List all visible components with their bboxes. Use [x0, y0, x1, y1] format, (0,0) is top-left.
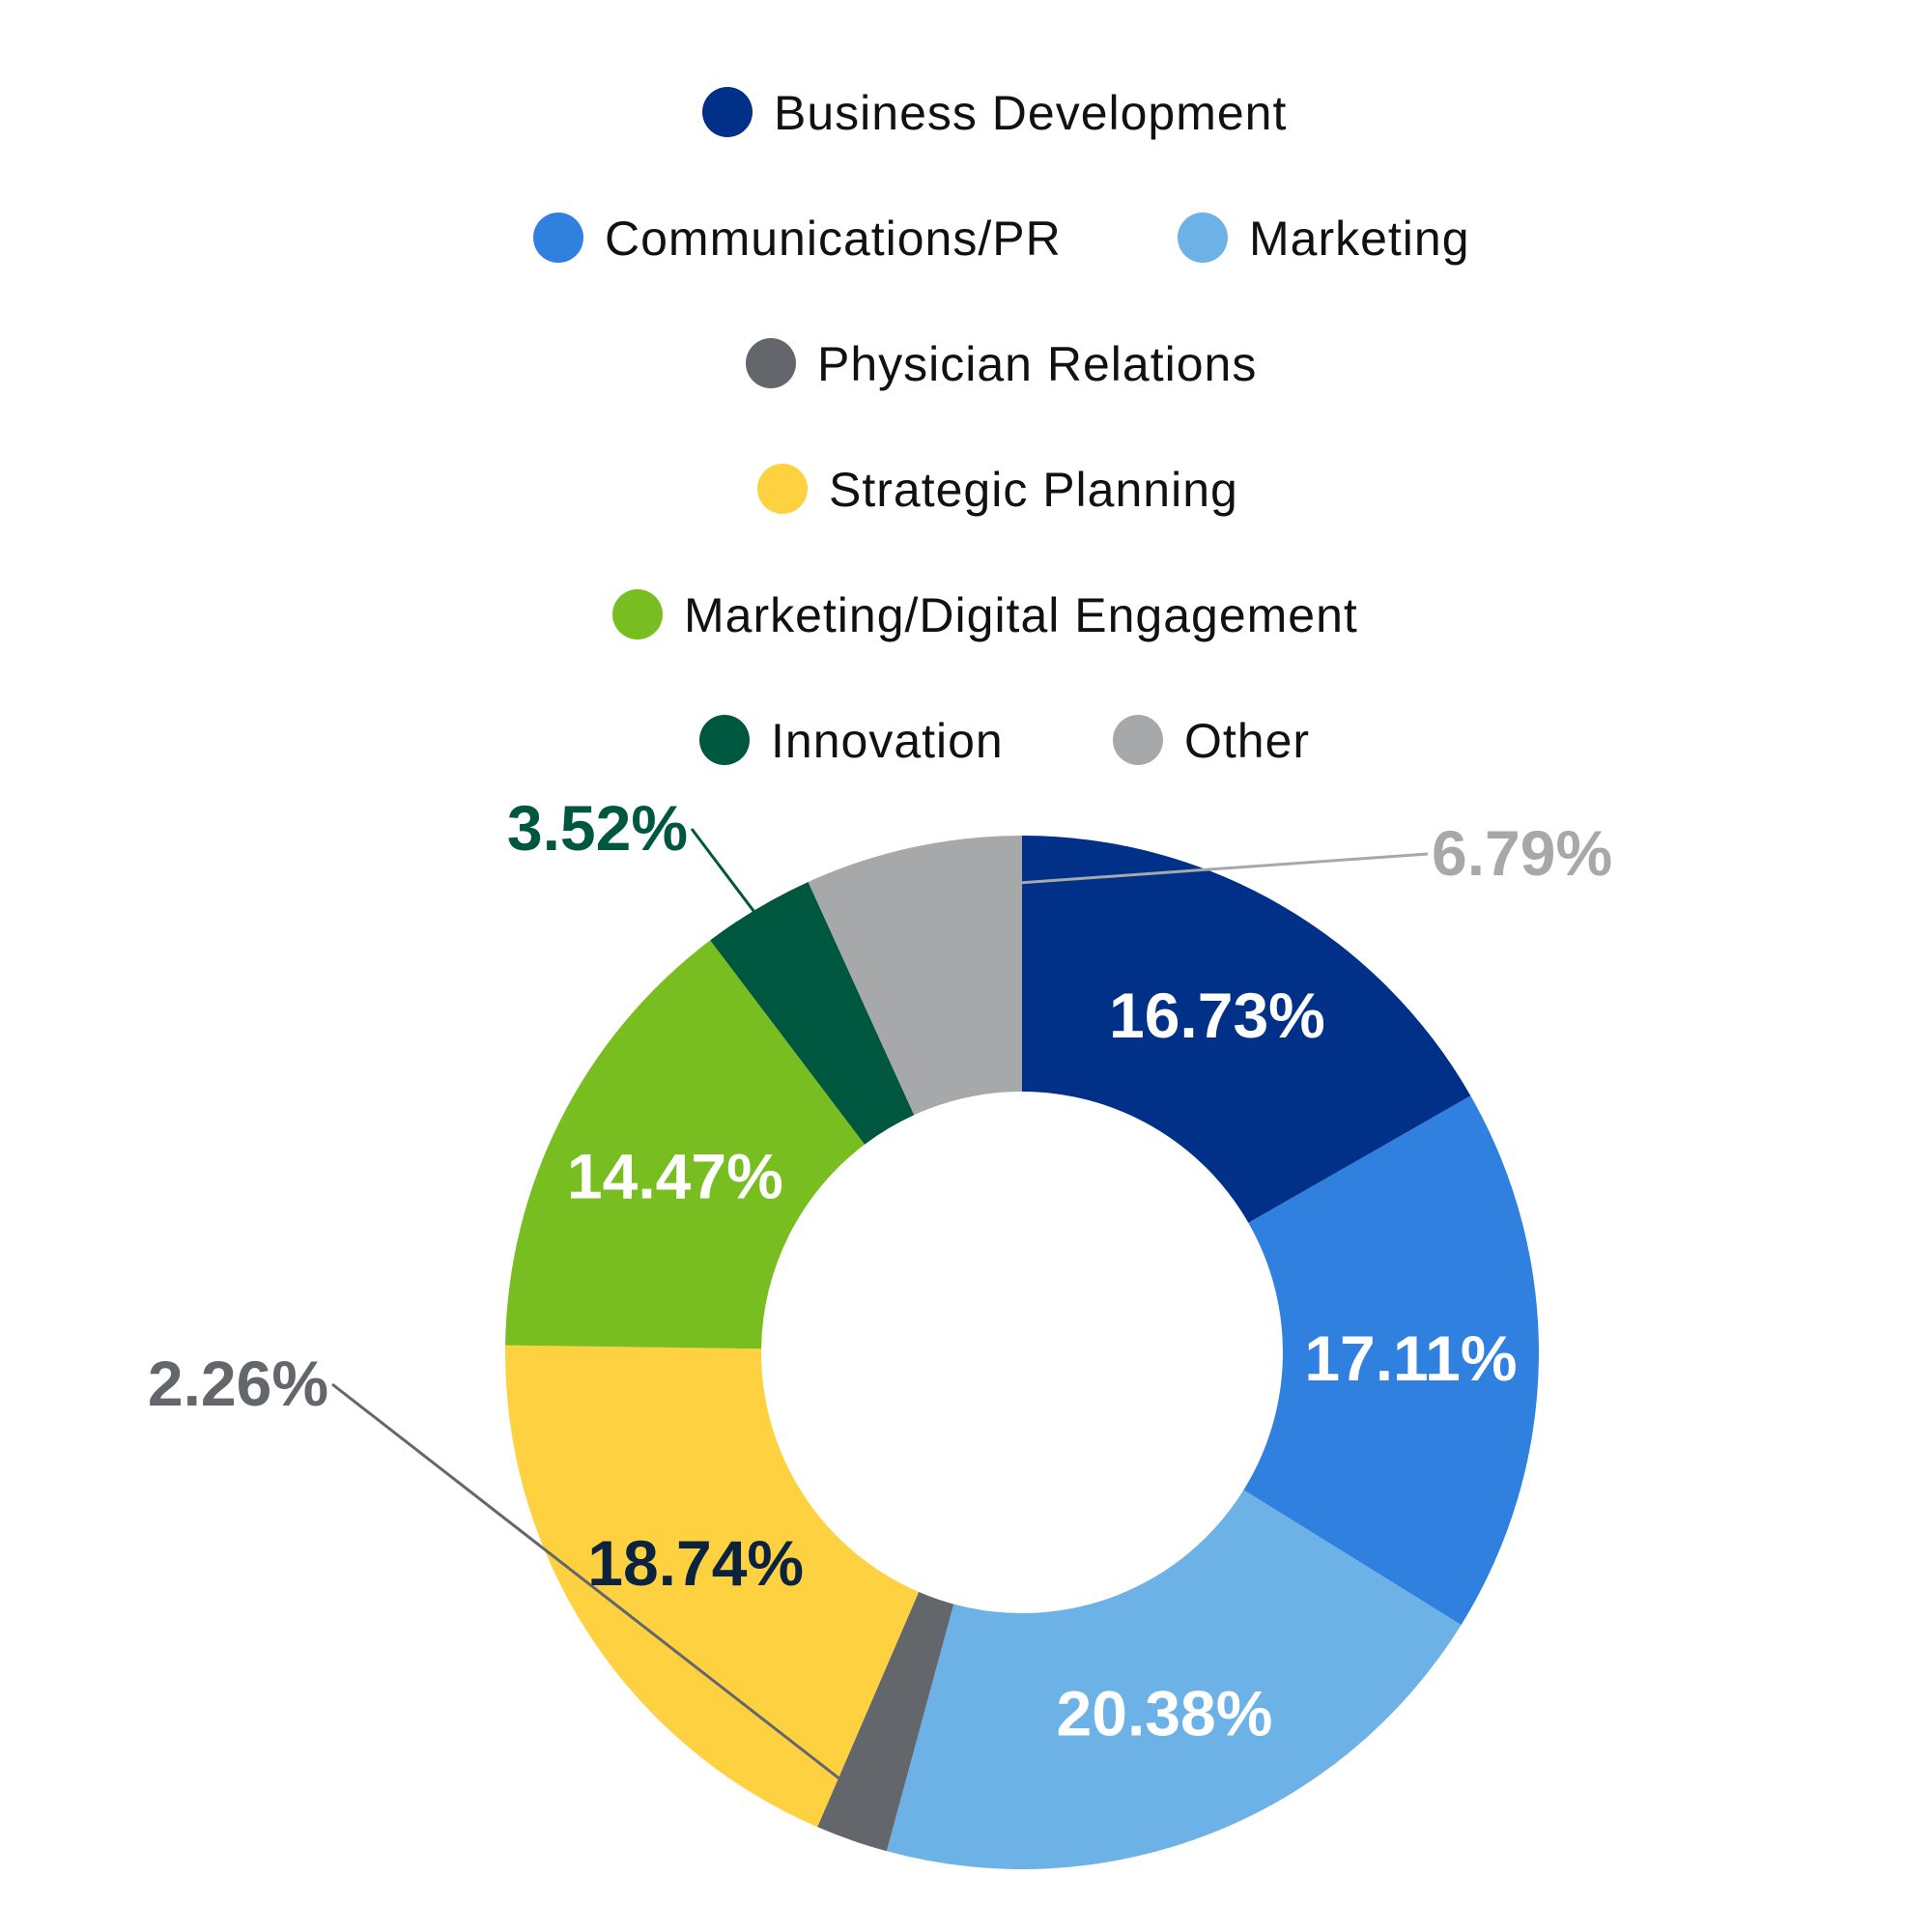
legend-label: Marketing [1249, 212, 1470, 266]
legend-swatch [699, 715, 750, 765]
legend-label: Business Development [774, 86, 1287, 140]
slice-strategic-planning [504, 1345, 920, 1828]
leader-line-physician-relations [331, 1382, 867, 1801]
legend-swatch [746, 338, 796, 388]
legend-label: Innovation [771, 714, 1004, 768]
legend-item-marketing-digital-engagement: Marketing/Digital Engagement [612, 588, 1358, 642]
legend-label: Strategic Planning [829, 463, 1238, 517]
slice-labels: 16.73% 17.11% 20.38% 2.26% 18.74% 14.47% 3.52%… [148, 792, 1612, 1749]
legend-swatch [1113, 715, 1163, 765]
slice-label-business-development: 16.73% [1109, 980, 1325, 1051]
legend-item-strategic-planning: Strategic Planning [757, 463, 1238, 517]
slice-other [808, 836, 1022, 1116]
slice-label-innovation: 3.52% [507, 792, 688, 864]
leader-line-other [922, 852, 1429, 892]
legend-item-innovation: Innovation [699, 714, 1004, 768]
legend-swatch [1178, 213, 1228, 263]
legend-swatch [702, 87, 753, 137]
legend-label: Marketing/Digital Engagement [684, 588, 1358, 642]
slice-label-strategic-planning: 18.74% [587, 1527, 804, 1599]
legend-item-communications-pr: Communications/PR [533, 212, 1062, 266]
slice-label-marketing: 20.38% [1057, 1678, 1273, 1749]
legend-item-business-development: Business Development [702, 86, 1287, 140]
legend-swatch [533, 213, 583, 263]
slice-label-other: 6.79% [1432, 817, 1612, 889]
slice-marketing [886, 1490, 1462, 1869]
legend-swatch [757, 464, 808, 514]
legend-item-marketing: Marketing [1178, 212, 1470, 266]
legend-item-other: Other [1113, 714, 1310, 768]
leader-line-innovation [690, 828, 781, 947]
legend-swatch [612, 589, 663, 639]
legend-label: Other [1184, 714, 1310, 768]
slice-label-communications-pr: 17.11% [1304, 1322, 1517, 1394]
leader-lines [331, 828, 1429, 1801]
slice-label-marketing-digital-engagement: 14.47% [567, 1140, 783, 1211]
donut-slices [504, 836, 1539, 1869]
slice-innovation [710, 881, 915, 1145]
legend-item-physician-relations: Physician Relations [746, 337, 1257, 391]
slice-business-development [1022, 836, 1471, 1223]
legend: Business Development Communications/PR Mar… [533, 86, 1470, 768]
slice-marketing-digital-engagement [505, 940, 866, 1350]
legend-label: Physician Relations [817, 337, 1257, 391]
slice-communications-pr [1243, 1095, 1539, 1626]
slice-label-physician-relations: 2.26% [148, 1348, 328, 1419]
legend-label: Communications/PR [605, 212, 1062, 266]
